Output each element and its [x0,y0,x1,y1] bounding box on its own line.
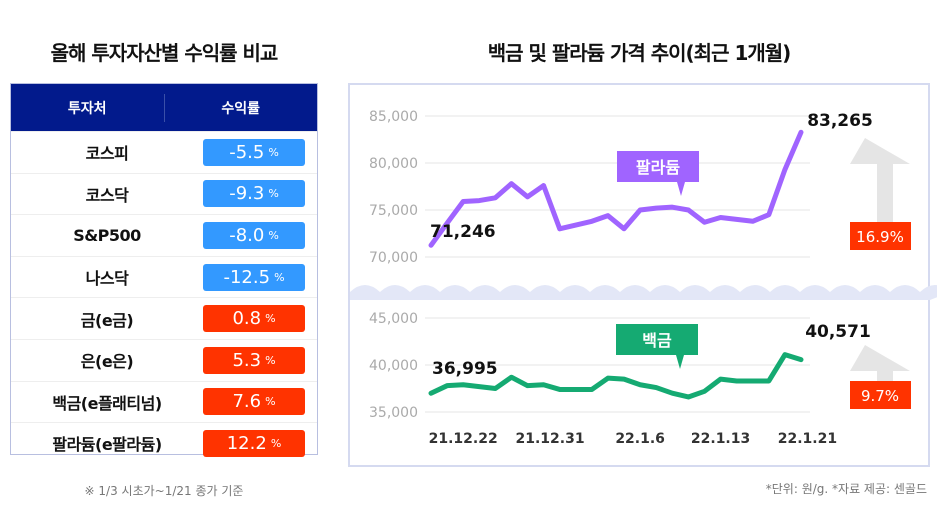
return-value: -9.3 [229,183,265,205]
investment-name: 백금(e플래티넘) [52,393,162,413]
return-badge: -5.5% [203,138,305,166]
percent-unit: % [265,395,276,409]
y-tick-label: 80,000 [369,156,418,172]
percent-unit: % [274,270,285,284]
percent-unit: % [268,145,279,159]
table-row: S&P500 -8.0% [11,214,317,256]
table-row: 은(e은) 5.3% [11,338,317,381]
investment-name: 은(e은) [80,352,134,372]
returns-table: 투자처 수익률 코스피 -5.5% 코스닥 -9.3% S&P500 -8.0% 나스… [10,83,318,457]
chart-title: 백금 및 팔라듐 가격 추이(최근 1개월) [487,41,792,65]
table-row: 팔라듐(e팔라듐) 12.2% [11,422,317,464]
y-tick-label: 35,000 [369,405,418,421]
table-header: 투자처 수익률 [11,84,317,131]
table-row: 코스닥 -9.3% [11,172,317,215]
return-badge: 0.8% [203,305,305,333]
series-callout [617,151,699,196]
percent-unit: % [268,187,279,201]
table-row: 백금(e플래티넘) 7.6% [11,380,317,423]
y-tick-label: 45,000 [369,311,418,327]
x-tick-label: 22.1.13 [691,431,750,447]
axis-break [350,292,928,298]
end-value-label: 40,571 [805,322,871,342]
investment-name: S&P500 [73,225,141,245]
series-name-label: 백금 [642,331,672,350]
y-tick-label: 75,000 [369,203,418,219]
return-badge: 12.2% [203,429,305,457]
investment-name: 팔라듐(e팔라듐) [52,435,162,455]
return-value: -12.5 [223,266,271,288]
percent-unit: % [268,228,279,242]
return-value: 7.6 [232,391,262,413]
right-footnote: *단위: 원/g. *자료 제공: 센골드 [765,482,927,496]
left-title: 올해 투자자산별 수익률 비교 [50,41,279,65]
table-row: 나스닥 -12.5% [11,255,317,298]
series-line [428,352,804,400]
return-badge: 7.6% [203,388,305,416]
x-tick-label: 22.1.6 [615,431,665,447]
return-value: -8.0 [229,224,265,246]
start-value-label: 71,246 [430,222,496,242]
table-row: 코스피 -5.5% [11,131,317,173]
end-value-label: 83,265 [807,111,873,131]
header-investment: 투자처 [67,100,107,117]
y-tick-label: 70,000 [369,250,418,266]
y-tick-label: 40,000 [369,358,418,374]
table-row: 금(e금) 0.8% [11,297,317,339]
investment-name: 코스닥 [85,185,129,205]
investment-name: 코스피 [85,144,129,164]
series-name-label: 팔라듐 [636,158,680,177]
return-badge: -9.3% [203,180,305,208]
header-return: 수익률 [221,100,261,117]
left-footnote: ※ 1/3 시초가~1/21 종가 기준 [84,484,244,498]
change-label: 9.7% [861,387,899,405]
return-value: -5.5 [229,141,265,163]
return-badge: -12.5% [203,263,305,291]
percent-unit: % [265,312,276,326]
up-arrow-icon [850,345,910,392]
percent-unit: % [265,353,276,367]
return-value: 0.8 [232,308,262,330]
return-value: 12.2 [226,432,267,454]
return-badge: -8.0% [203,221,305,249]
up-arrow-icon [850,138,910,228]
start-value-label: 36,995 [432,359,498,379]
return-badge: 5.3% [203,346,305,374]
header-divider [163,93,165,122]
chart-panel [348,83,930,467]
series-callout [616,324,698,369]
change-label: 16.9% [856,228,904,246]
investment-name: 금(e금) [80,310,134,330]
percent-unit: % [270,436,282,450]
y-tick-label: 85,000 [369,109,418,125]
x-tick-label: 21.12.22 [429,431,498,447]
x-tick-label: 21.12.31 [515,431,584,447]
return-value: 5.3 [232,349,262,371]
change-badge [850,381,911,409]
x-tick-label: 22.1.21 [778,431,837,447]
change-badge [850,222,911,250]
investment-name: 나스닥 [85,269,129,289]
series-line [428,129,804,248]
